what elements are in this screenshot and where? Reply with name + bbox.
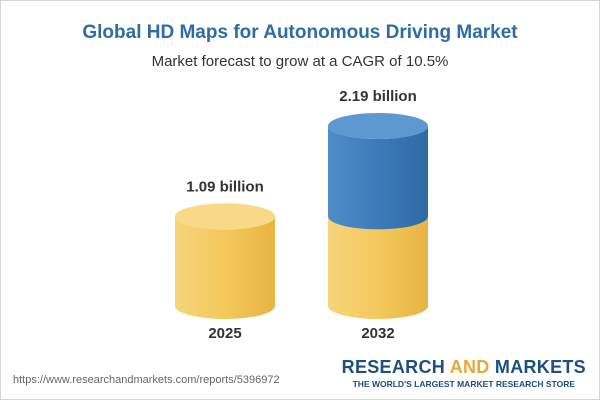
brand-part1: RESEARCH — [341, 357, 450, 377]
bar-top-2032 — [328, 113, 428, 139]
brand-logo: RESEARCH AND MARKETS THE WORLD'S LARGEST… — [342, 357, 586, 389]
brand-part2: AND — [449, 357, 490, 377]
bar-base-2032 — [328, 216, 428, 319]
source-url[interactable]: https://www.researchandmarkets.com/repor… — [13, 374, 280, 386]
chart-title: Global HD Maps for Autonomous Driving Ma… — [82, 22, 518, 43]
brand-part3: MARKETS — [489, 357, 586, 377]
x-tick-2025: 2025 — [208, 325, 241, 342]
bar-growth-2032 — [328, 126, 428, 230]
x-tick-2032: 2032 — [361, 325, 394, 342]
bar-base-2025 — [175, 216, 275, 319]
bar-top-2025 — [175, 203, 275, 230]
brand-name: RESEARCH AND MARKETS — [342, 357, 586, 378]
data-label-2032: 2.19 billion — [339, 88, 417, 105]
brand-tagline: THE WORLD'S LARGEST MARKET RESEARCH STOR… — [352, 379, 576, 389]
data-label-2025: 1.09 billion — [186, 178, 264, 195]
chart-subtitle: Market forecast to grow at a CAGR of 10.… — [151, 53, 449, 70]
